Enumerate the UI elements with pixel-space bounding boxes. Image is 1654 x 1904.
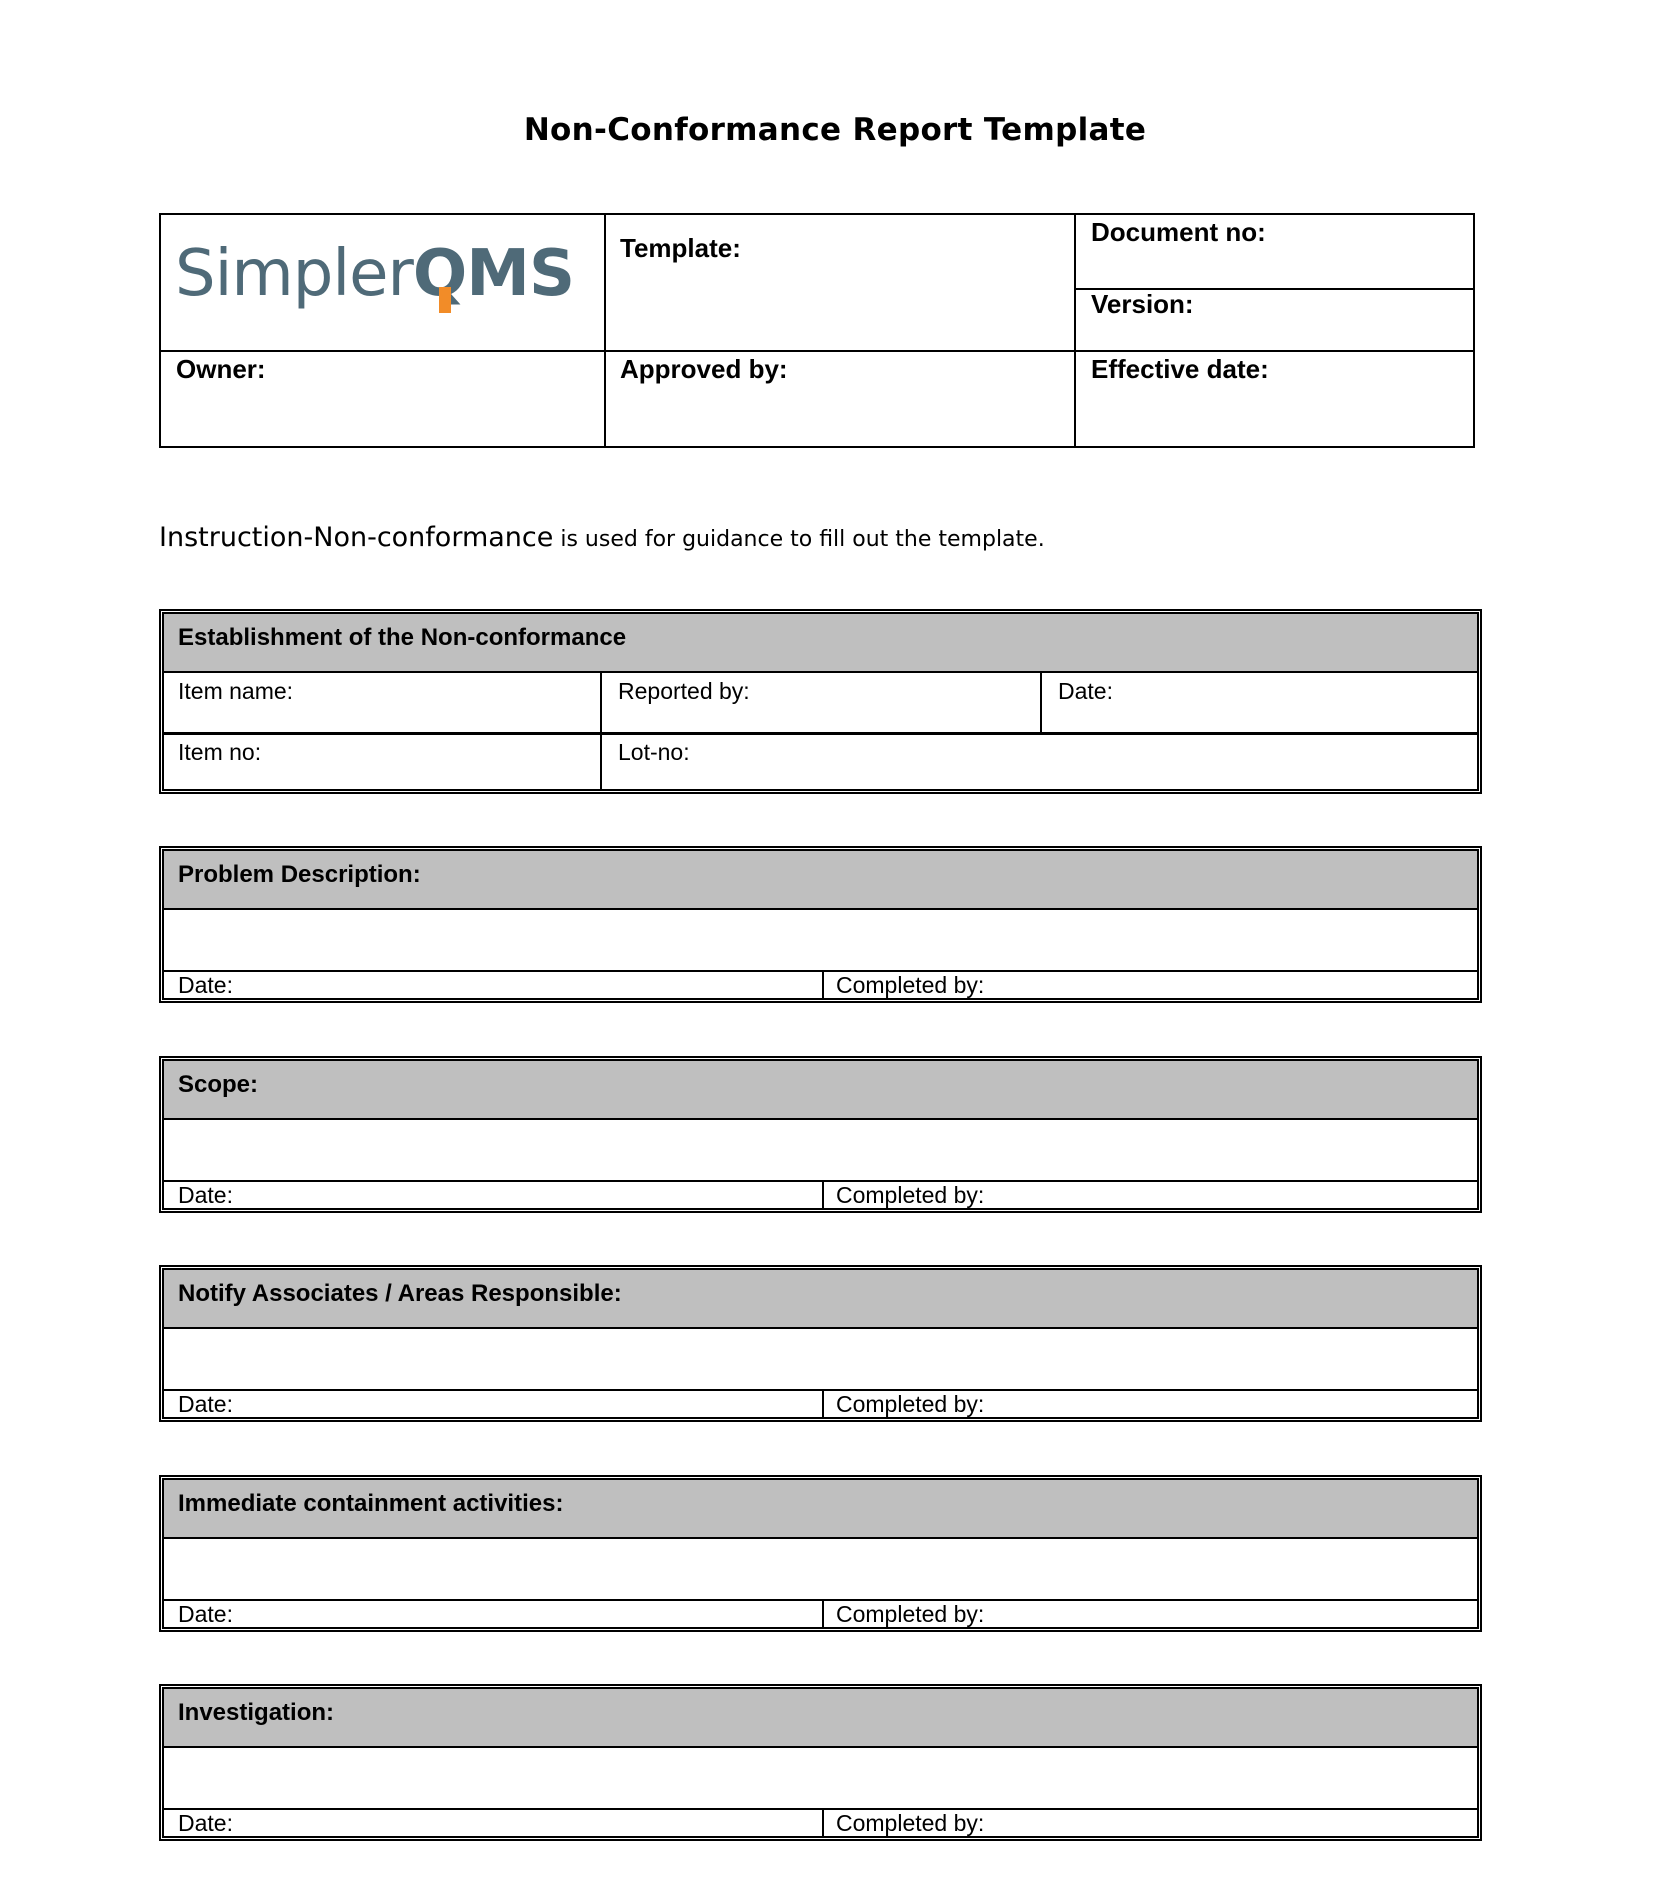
completed-by-field[interactable]: Completed by: <box>836 1810 985 1836</box>
effective-date-label: Effective date: <box>1091 354 1269 384</box>
section-title: Establishment of the Non-conformance <box>178 624 627 651</box>
simplerqms-logo: SimplerQ MS <box>175 237 575 313</box>
date-field[interactable]: Date: <box>178 1181 233 1208</box>
section-title: Immediate containment activities: <box>178 1489 564 1517</box>
page-title: Non-Conformance Report Template <box>523 112 1147 148</box>
item-name-field[interactable]: Item name: <box>178 678 294 704</box>
establishment-section: Establishment of the Non-conformance Ite… <box>159 609 1482 794</box>
completed-by-field[interactable]: Completed by: <box>836 972 985 998</box>
completed-by-field[interactable]: Completed by: <box>836 1181 985 1208</box>
date-field[interactable]: Date: <box>178 1391 233 1417</box>
logo-q: Q <box>412 237 467 313</box>
section-body-field[interactable] <box>164 1329 1477 1389</box>
logo-accent-bar <box>438 287 451 313</box>
date-field[interactable]: Date: <box>178 1810 233 1836</box>
version-label: Version: <box>1091 289 1194 319</box>
section-title: Scope: <box>178 1070 259 1098</box>
logo-text-bold: MS <box>466 237 575 311</box>
instruction-link[interactable]: Instruction-Non-conformance <box>159 522 554 553</box>
section-body-field[interactable] <box>164 1748 1477 1808</box>
section-title: Investigation: <box>178 1699 335 1726</box>
report-section: Investigation: Date: Completed by: <box>159 1684 1482 1841</box>
section-title: Problem Description: <box>178 861 421 888</box>
report-section: Immediate containment activities: Date: Co… <box>159 1474 1482 1632</box>
report-section: Scope: Date: Completed by: <box>159 1055 1482 1213</box>
section-body-field[interactable] <box>164 1539 1477 1599</box>
report-section: Problem Description: Date: Completed by: <box>159 846 1482 1003</box>
document-no-label: Document no: <box>1091 217 1266 247</box>
date-field[interactable]: Date: <box>1058 678 1113 704</box>
document-header-table: SimplerQ MS Template: Document no: Versio… <box>159 213 1475 448</box>
date-field[interactable]: Date: <box>178 972 233 998</box>
item-no-field[interactable]: Item no: <box>178 739 262 765</box>
completed-by-field[interactable]: Completed by: <box>836 1391 985 1417</box>
date-field[interactable]: Date: <box>178 1600 233 1627</box>
owner-label: Owner: <box>176 354 266 384</box>
lot-no-field[interactable]: Lot-no: <box>618 739 690 765</box>
section-body-field[interactable] <box>164 1120 1477 1180</box>
section-title: Notify Associates / Areas Responsible: <box>178 1280 622 1307</box>
section-body-field[interactable] <box>164 910 1477 970</box>
instruction-text: Instruction-Non-conformance is used for … <box>159 522 1045 553</box>
reported-by-field[interactable]: Reported by: <box>618 678 750 704</box>
approved-by-label: Approved by: <box>620 354 788 384</box>
logo-text: Simpler <box>175 237 414 311</box>
report-section: Notify Associates / Areas Responsible: Da… <box>159 1265 1482 1422</box>
template-label: Template: <box>620 233 741 263</box>
completed-by-field[interactable]: Completed by: <box>836 1600 985 1627</box>
